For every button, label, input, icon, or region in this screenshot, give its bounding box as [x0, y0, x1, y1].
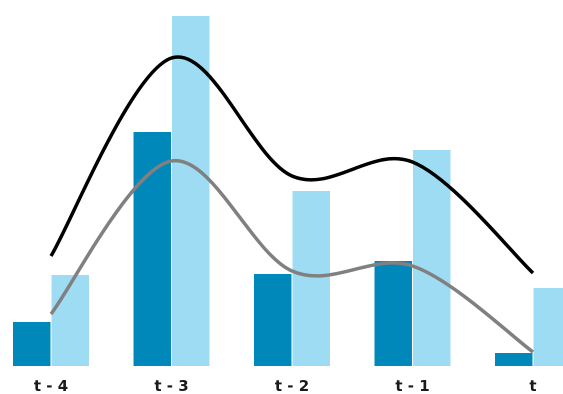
- bar-s1-4: [495, 353, 533, 366]
- lines-layer: [49, 55, 535, 354]
- bar-s2-1: [172, 16, 210, 366]
- x-tick-label-3: t - 1: [395, 377, 429, 394]
- line-series-2: [49, 159, 535, 354]
- x-tick-label-2: t - 2: [275, 377, 309, 394]
- bar-s2-2: [292, 191, 330, 366]
- x-axis-tick-labels: t - 4 t - 3 t - 2 t - 1 t: [34, 377, 537, 394]
- bar-s2-4: [533, 288, 563, 366]
- bars-layer: [13, 16, 563, 366]
- x-tick-label-1: t - 3: [154, 377, 188, 394]
- bar-s1-0: [13, 322, 51, 366]
- bar-s1-3: [374, 261, 412, 366]
- bar-s2-0: [51, 275, 89, 366]
- x-tick-label-4: t: [529, 377, 536, 394]
- bar-s2-3: [413, 150, 451, 366]
- bar-s1-1: [133, 132, 171, 366]
- bar-s1-2: [254, 274, 292, 366]
- x-tick-label-0: t - 4: [34, 377, 68, 394]
- line-series-1: [49, 55, 535, 275]
